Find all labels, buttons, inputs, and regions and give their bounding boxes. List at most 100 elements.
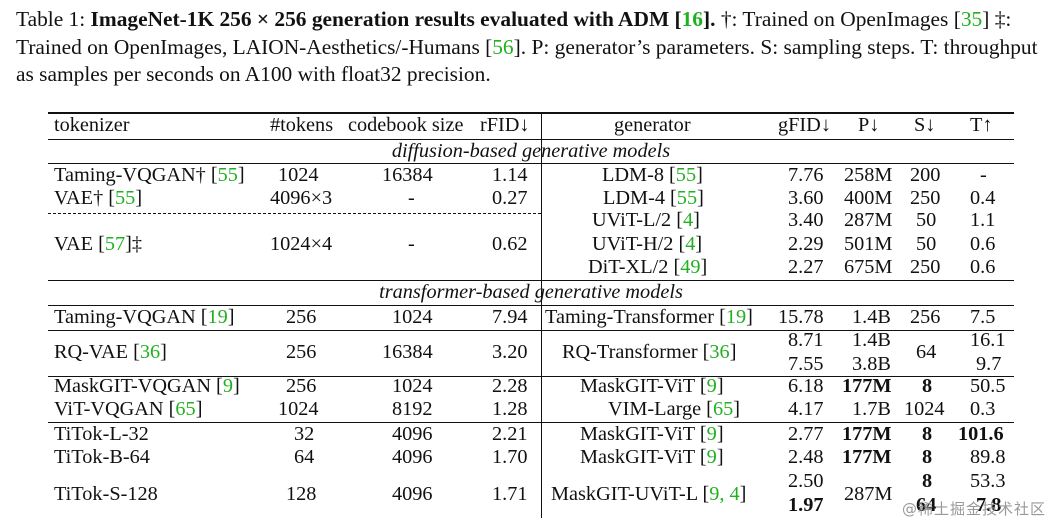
header-rfid: rFID↓ bbox=[480, 114, 530, 136]
throughput-cell: 50.5 bbox=[970, 375, 1006, 397]
header-params: P↓ bbox=[858, 114, 880, 136]
params-cell: 1.4B bbox=[852, 306, 891, 328]
citation-link[interactable]: 49 bbox=[680, 256, 701, 278]
column-divider bbox=[541, 112, 542, 518]
citation-link[interactable]: 55 bbox=[676, 187, 698, 209]
params-cell: 675M bbox=[844, 256, 893, 278]
params-cell: 1.7B bbox=[852, 398, 891, 420]
citation-link[interactable]: 19 bbox=[207, 306, 228, 328]
params-cell: 501M bbox=[844, 233, 893, 255]
steps-cell: 250 bbox=[910, 187, 941, 209]
codebook-cell: 1024 bbox=[392, 306, 433, 328]
throughput-cell: 16.1 bbox=[970, 329, 1006, 351]
tokenizer-cell: TiTok-S-128 bbox=[54, 483, 158, 505]
steps-cell: 64 bbox=[916, 341, 937, 363]
citation-link[interactable]: 19 bbox=[725, 306, 747, 328]
citation-link[interactable]: 57 bbox=[104, 233, 126, 255]
gfid-cell: 2.48 bbox=[788, 446, 824, 468]
section-rule bbox=[48, 305, 1014, 306]
header-rule bbox=[48, 139, 1014, 140]
citation-link[interactable]: 16 bbox=[681, 7, 703, 31]
tokenizer-cell: ViT-VQGAN [65] bbox=[54, 398, 203, 420]
header-codebook: codebook size bbox=[348, 114, 464, 136]
generator-cell: RQ-Transformer [36] bbox=[562, 341, 737, 363]
rfid-cell: 0.62 bbox=[492, 233, 528, 255]
citation-link[interactable]: 9 bbox=[706, 423, 717, 445]
citation-link[interactable]: 9 bbox=[706, 446, 717, 468]
rfid-cell: 1.28 bbox=[492, 398, 528, 420]
section-rule bbox=[48, 163, 1014, 164]
codebook-cell: - bbox=[408, 233, 415, 255]
ntokens-cell: 256 bbox=[286, 375, 317, 397]
rfid-cell: 0.27 bbox=[492, 187, 528, 209]
citation-link[interactable]: 35 bbox=[960, 7, 983, 31]
citation-link[interactable]: 4 bbox=[685, 233, 696, 255]
citation-link[interactable]: 55 bbox=[115, 187, 136, 209]
citation-link[interactable]: 36 bbox=[139, 341, 161, 363]
table-caption: Table 1: ImageNet-1K 256 × 256 generatio… bbox=[16, 6, 1044, 89]
params-cell: 177M bbox=[842, 446, 892, 468]
citation-link[interactable]: 4 bbox=[682, 209, 694, 231]
throughput-cell: 0.4 bbox=[970, 187, 996, 209]
throughput-cell: 89.8 bbox=[970, 446, 1006, 468]
citation-link[interactable]: 9, 4 bbox=[709, 483, 740, 505]
section-label: diffusion-based generative models bbox=[391, 140, 671, 162]
header-tokenizer: tokenizer bbox=[54, 114, 130, 136]
tokenizer-cell: VAE [57]‡ bbox=[54, 233, 143, 255]
caption-prefix: Table 1: bbox=[16, 7, 86, 31]
ntokens-cell: 1024×4 bbox=[270, 233, 333, 255]
header-steps: S↓ bbox=[914, 114, 936, 136]
codebook-cell: 4096 bbox=[392, 483, 433, 505]
steps-cell: 8 bbox=[922, 470, 933, 492]
ntokens-cell: 32 bbox=[294, 423, 315, 445]
dashed-separator bbox=[48, 213, 541, 214]
codebook-cell: - bbox=[408, 187, 415, 209]
tokenizer-cell: RQ-VAE [36] bbox=[54, 341, 167, 363]
rfid-cell: 7.94 bbox=[492, 306, 528, 328]
citation-link[interactable]: 65 bbox=[175, 398, 196, 420]
steps-cell: 1024 bbox=[904, 398, 945, 420]
throughput-cell: 7.8 bbox=[976, 494, 1002, 516]
citation-link[interactable]: 9 bbox=[706, 375, 717, 397]
params-cell: 177M bbox=[842, 375, 892, 397]
caption-text-b: ] ‡: Trained on OpenImages, LAION-Aesthe… bbox=[16, 7, 1012, 59]
row-rule bbox=[48, 376, 1014, 377]
steps-cell: 250 bbox=[910, 256, 941, 278]
top-rule bbox=[48, 112, 1014, 114]
tokenizer-cell: TiTok-B-64 bbox=[54, 446, 150, 468]
header-ntokens: #tokens bbox=[270, 114, 334, 136]
ntokens-cell: 4096×3 bbox=[270, 187, 333, 209]
generator-cell: Taming-Transformer [19] bbox=[545, 306, 753, 328]
ntokens-cell: 1024 bbox=[278, 398, 319, 420]
generator-cell: MaskGIT-ViT [9] bbox=[580, 375, 724, 397]
params-cell: 287M bbox=[844, 483, 893, 505]
citation-link[interactable]: 9 bbox=[222, 375, 233, 397]
steps-cell: 200 bbox=[910, 164, 941, 186]
generator-cell: UViT-H/2 [4] bbox=[592, 233, 703, 255]
steps-cell: 8 bbox=[922, 446, 933, 468]
generator-cell: DiT-XL/2 [49] bbox=[588, 256, 708, 278]
steps-cell: 64 bbox=[916, 494, 937, 516]
generator-cell: VIM-Large [65] bbox=[608, 398, 740, 420]
row-rule bbox=[48, 330, 1014, 331]
rfid-cell: 1.14 bbox=[492, 164, 528, 186]
ntokens-cell: 1024 bbox=[278, 164, 319, 186]
ntokens-cell: 128 bbox=[286, 483, 317, 505]
citation-link[interactable]: 36 bbox=[709, 341, 730, 363]
citation-link[interactable]: 55 bbox=[675, 164, 697, 186]
header-generator: generator bbox=[614, 114, 691, 136]
params-cell: 177M bbox=[842, 423, 892, 445]
citation-link[interactable]: 55 bbox=[217, 164, 238, 186]
tokenizer-cell: TiTok-L-32 bbox=[54, 423, 149, 445]
throughput-cell: 7.5 bbox=[970, 306, 996, 328]
gfid-cell: 7.76 bbox=[788, 164, 824, 186]
tokenizer-cell: VAE† [55] bbox=[54, 187, 143, 209]
gfid-cell: 2.29 bbox=[788, 233, 824, 255]
codebook-cell: 4096 bbox=[392, 423, 433, 445]
codebook-cell: 1024 bbox=[392, 375, 433, 397]
steps-cell: 8 bbox=[922, 423, 933, 445]
citation-link[interactable]: 56 bbox=[492, 34, 514, 59]
citation-link[interactable]: 65 bbox=[712, 398, 734, 420]
throughput-cell: 9.7 bbox=[976, 353, 1002, 375]
params-cell: 3.8B bbox=[852, 353, 891, 375]
